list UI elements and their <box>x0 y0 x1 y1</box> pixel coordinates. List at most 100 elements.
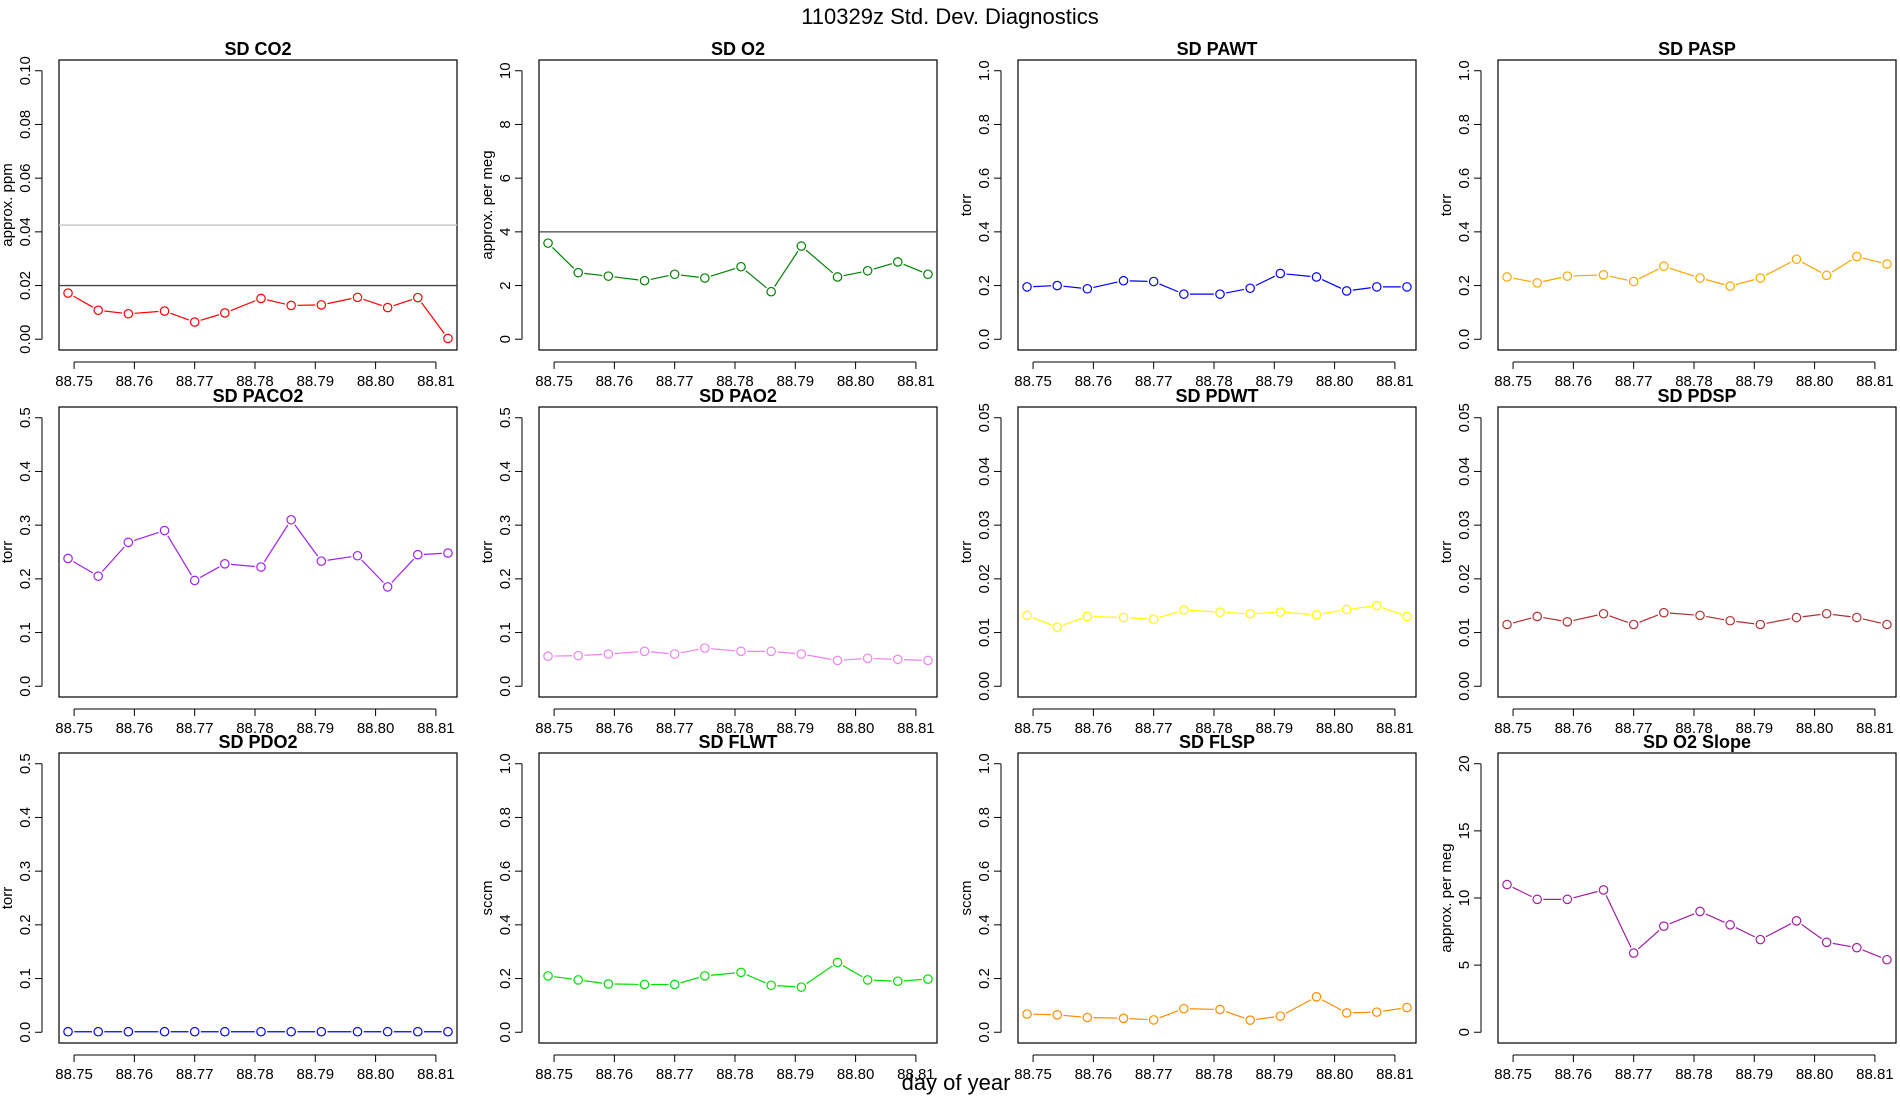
data-point <box>1311 992 1322 1002</box>
x-tick-label: 88.75 <box>535 720 573 737</box>
x-tick-label: 88.76 <box>596 373 634 390</box>
y-tick-label: 0.6 <box>976 168 993 189</box>
series-segment <box>1765 923 1792 938</box>
series-segment <box>1573 890 1598 899</box>
data-point <box>123 1026 134 1037</box>
x-tick-label: 88.81 <box>1376 373 1414 390</box>
series-segment <box>806 965 833 985</box>
series-segment <box>1573 614 1598 622</box>
data-point <box>352 292 363 303</box>
panel-title: SD PACO2 <box>213 386 304 406</box>
x-tick-label: 88.79 <box>297 373 335 390</box>
data-point <box>543 651 553 661</box>
x-tick-label: 88.77 <box>176 720 214 737</box>
data-point <box>893 976 903 987</box>
data-point <box>1148 614 1159 624</box>
y-tick-label: 0.10 <box>17 56 34 85</box>
y-tick-label: 0.02 <box>1456 564 1473 593</box>
data-point <box>1245 608 1255 619</box>
y-tick-label: 0.2 <box>17 914 34 935</box>
series-segment <box>774 250 799 287</box>
data-point <box>603 271 614 281</box>
panel-title: SD PAWT <box>1177 39 1258 59</box>
data-point <box>893 257 903 267</box>
series-segment <box>1736 620 1755 625</box>
series-segment <box>1321 999 1342 1011</box>
data-point <box>543 971 553 981</box>
data-point <box>862 653 873 664</box>
y-tick-label: 0.1 <box>17 968 34 989</box>
data-point <box>796 982 807 992</box>
data-point <box>700 971 710 981</box>
series-segment <box>230 563 255 568</box>
panel-sd-pasp: SD PASP 0.0 0.2 0.4 0.6 0.8 1.0 torr 88.75 88.76 8… <box>1438 39 1897 390</box>
series-segment <box>104 310 123 314</box>
x-tick-label: 88.79 <box>1736 1066 1774 1083</box>
x-tick-label: 88.80 <box>1316 720 1354 737</box>
data-point <box>1275 607 1286 617</box>
series-segment <box>423 552 442 555</box>
series-segment <box>1382 1007 1401 1012</box>
series-segment <box>777 651 796 655</box>
data-point <box>256 1026 266 1037</box>
series-segment <box>710 648 735 652</box>
data-point <box>796 649 807 659</box>
series-segment <box>1352 605 1371 610</box>
x-tick-label: 88.75 <box>535 1066 573 1083</box>
x-tick-label: 88.77 <box>1615 373 1653 390</box>
panel-title: SD FLSP <box>1179 732 1255 752</box>
series-segment <box>710 972 735 976</box>
data-point <box>93 571 103 581</box>
data-point <box>1695 906 1705 917</box>
data-point <box>382 582 393 592</box>
data-point <box>1852 942 1862 953</box>
data-point <box>443 548 453 558</box>
data-point <box>1372 600 1382 611</box>
x-tick-label: 88.76 <box>1075 373 1113 390</box>
series-segment <box>1639 614 1659 623</box>
x-tick-label: 88.80 <box>837 720 875 737</box>
data-point <box>1082 611 1093 622</box>
data-point <box>1562 271 1573 281</box>
series-segment <box>393 299 413 307</box>
panel-sd-pao2: SD PAO2 0.0 0.1 0.2 0.3 0.4 0.5 torr 88.75 88.76 8… <box>479 386 938 737</box>
x-tick-label: 88.75 <box>1014 373 1052 390</box>
data-point <box>1821 608 1832 619</box>
x-tick-label: 88.80 <box>357 373 395 390</box>
x-tick-label: 88.76 <box>1555 373 1593 390</box>
series-segment <box>650 274 669 281</box>
y-tick-label: 0.00 <box>1456 672 1473 701</box>
x-tick-label: 88.81 <box>1856 720 1894 737</box>
series-segment <box>552 247 575 269</box>
series-segment <box>1832 942 1851 948</box>
data-point <box>1882 619 1892 630</box>
data-point <box>1372 282 1382 292</box>
x-tick-label: 88.81 <box>417 373 455 390</box>
data-point <box>832 272 843 282</box>
series-segment <box>1862 949 1882 959</box>
x-tick-label: 88.80 <box>1796 1066 1834 1083</box>
series-segment <box>1609 275 1628 281</box>
y-tick-label: 0.2 <box>497 968 514 989</box>
y-tick-label: 0.06 <box>17 164 34 193</box>
series-segment <box>614 276 639 281</box>
y-tick-label: 0.5 <box>17 753 34 774</box>
series-segment <box>1062 617 1082 626</box>
series-segment <box>584 653 603 656</box>
y-axis-label: torr <box>1438 194 1455 217</box>
series-segment <box>1256 1016 1275 1020</box>
data-point <box>1532 278 1542 288</box>
y-tick-label: 20 <box>1456 755 1473 772</box>
x-tick-label: 88.78 <box>236 720 274 737</box>
series-segment <box>805 249 834 274</box>
series-segment <box>363 298 382 307</box>
data-point <box>1725 920 1735 930</box>
series-segment <box>1543 276 1562 283</box>
x-tick-label: 88.81 <box>897 1066 935 1083</box>
data-point <box>189 575 200 586</box>
data-point <box>1532 611 1542 622</box>
panel-title: SD O2 Slope <box>1643 732 1751 752</box>
y-axis-label: torr <box>1438 541 1455 564</box>
x-tick-label: 88.78 <box>1195 1066 1233 1083</box>
